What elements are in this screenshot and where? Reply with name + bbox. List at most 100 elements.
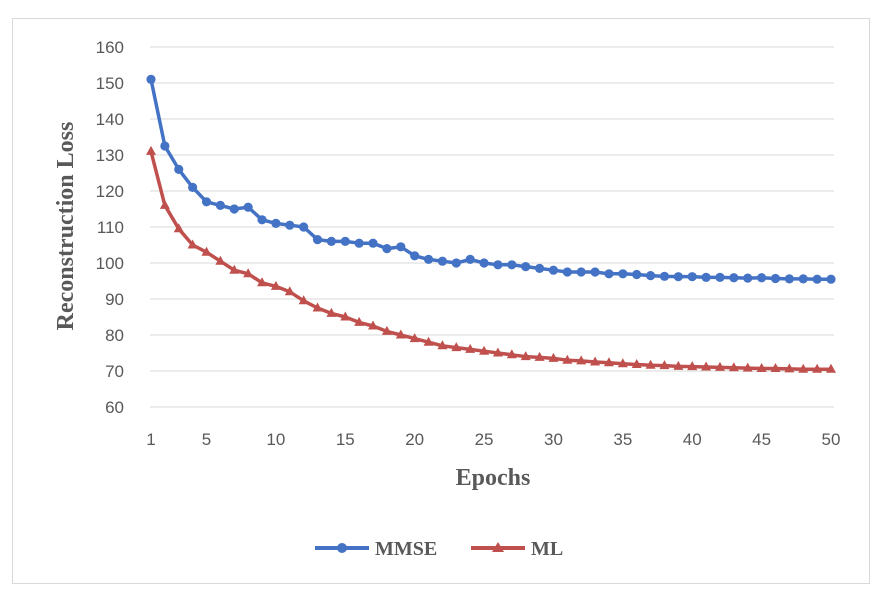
data-point-mmse [368, 238, 378, 248]
data-point-ml [784, 363, 795, 373]
data-point-mmse [521, 262, 531, 272]
data-point-ml [173, 223, 184, 233]
data-point-ml [326, 307, 337, 317]
data-point-ml [687, 361, 698, 371]
data-point-ml [562, 354, 573, 364]
data-point-mmse [479, 258, 489, 268]
data-point-mmse [493, 260, 503, 270]
data-point-ml [312, 302, 323, 312]
data-point-mmse [437, 256, 448, 266]
data-point-mmse [632, 269, 642, 280]
data-point-ml [229, 264, 240, 274]
y-tick-label: 110 [97, 218, 124, 237]
x-tick-label: 20 [405, 430, 424, 449]
data-point-ml [742, 362, 753, 372]
data-point-mmse [188, 182, 198, 192]
data-point-ml [257, 277, 268, 287]
data-point-ml [617, 358, 628, 368]
data-point-ml [520, 351, 531, 361]
data-point-mmse [299, 222, 309, 232]
data-point-mmse [673, 272, 683, 282]
y-tick-labels: 60 70 80 90 100 110 120 130 140 150 160 [96, 38, 124, 417]
data-point-mmse [507, 260, 517, 270]
data-point-ml [645, 359, 656, 369]
data-point-mmse [757, 273, 767, 283]
data-point-ml [451, 342, 462, 352]
data-point-ml [243, 268, 254, 278]
series-line-ml [149, 150, 831, 371]
data-point-mmse [340, 236, 350, 246]
data-point-mmse [451, 258, 461, 268]
data-point-ml [423, 336, 434, 346]
data-point-mmse [201, 197, 212, 207]
data-point-mmse [146, 74, 156, 84]
x-tick-label: 50 [822, 430, 841, 449]
data-point-ml [270, 280, 281, 290]
y-tick-label: 90 [105, 290, 124, 309]
data-point-mmse [659, 271, 670, 281]
data-point-mmse [229, 204, 239, 214]
data-point-mmse [812, 274, 822, 284]
series-mmse [146, 74, 836, 284]
data-point-ml [673, 360, 684, 370]
data-point-mmse [770, 273, 781, 284]
data-point-mmse [743, 273, 753, 283]
series-layer [146, 74, 836, 373]
data-point-ml [354, 316, 365, 326]
data-point-mmse [715, 272, 725, 282]
data-point-ml [159, 199, 170, 209]
y-tick-label: 60 [105, 398, 124, 417]
x-tick-label: 1 [146, 430, 155, 449]
data-point-mmse [396, 242, 406, 252]
data-point-mmse [215, 200, 225, 210]
data-point-ml [479, 345, 490, 355]
data-point-mmse [548, 265, 559, 275]
x-tick-label: 10 [266, 430, 285, 449]
legend-item-ml: ML [471, 538, 563, 560]
data-point-ml [506, 349, 517, 359]
data-point-ml [381, 325, 392, 335]
data-point-ml [298, 295, 309, 305]
data-point-ml [146, 145, 156, 155]
data-point-mmse [534, 263, 545, 273]
x-tick-label: 30 [544, 430, 563, 449]
legend-label-ml: ML [531, 538, 563, 560]
legend-label-mmse: MMSE [375, 538, 437, 560]
x-tick-label: 35 [613, 430, 632, 449]
data-point-mmse [354, 238, 364, 248]
data-point-ml [728, 362, 739, 372]
data-point-ml [701, 361, 712, 371]
x-tick-label: 5 [202, 430, 211, 449]
series-line-mmse [149, 79, 831, 281]
data-point-ml [187, 239, 198, 249]
legend-item-mmse: MMSE [315, 538, 437, 560]
data-point-ml [368, 320, 379, 330]
x-tick-label: 15 [336, 430, 355, 449]
data-point-ml [395, 329, 406, 339]
data-point-ml [465, 343, 476, 353]
data-point-ml [631, 359, 642, 369]
data-point-ml [714, 361, 725, 371]
data-point-mmse [576, 267, 586, 277]
legend-marker-ml [492, 542, 504, 552]
data-point-ml [201, 246, 212, 256]
data-point-ml [756, 362, 767, 372]
data-point-ml [770, 362, 781, 372]
data-point-mmse [590, 267, 600, 277]
data-point-mmse [729, 273, 739, 283]
data-point-mmse [701, 272, 711, 282]
chart-frame: 60 70 80 90 100 110 120 130 140 150 160 1 5 10 15 20 25… [12, 18, 870, 584]
data-point-ml [659, 360, 670, 370]
data-point-ml [590, 356, 601, 366]
data-point-ml [215, 255, 226, 265]
data-point-mmse [160, 141, 170, 151]
data-point-ml [437, 340, 448, 350]
x-tick-label: 40 [683, 430, 702, 449]
data-point-ml [284, 286, 295, 296]
data-point-mmse [465, 254, 475, 264]
y-tick-label: 140 [96, 110, 124, 129]
y-tick-label: 130 [96, 146, 124, 165]
x-tick-label: 25 [475, 430, 494, 449]
series-ml [146, 145, 836, 373]
data-point-ml [492, 347, 503, 357]
